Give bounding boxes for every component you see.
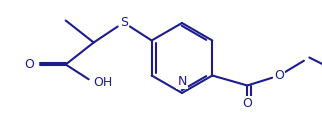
Text: N: N [177, 75, 187, 88]
Text: OH: OH [94, 76, 113, 89]
Text: O: O [274, 69, 284, 82]
Text: S: S [120, 16, 128, 29]
Text: O: O [242, 97, 252, 110]
Text: O: O [24, 58, 34, 71]
